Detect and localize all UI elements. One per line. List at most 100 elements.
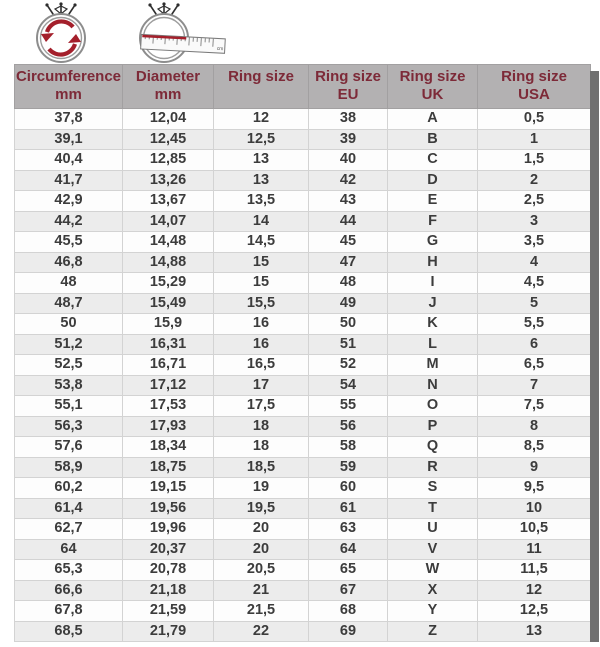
table-cell: D: [387, 169, 478, 191]
table-cell: 58,9: [14, 456, 123, 478]
table-cell: G: [387, 231, 478, 253]
table-cell: K: [387, 313, 478, 335]
ring-size-table-wrap: Circumference mm Diameter mm Ring size R…: [14, 64, 599, 642]
table-row: 50 15,9 16 50 K 5,5: [14, 313, 591, 335]
table-cell: 52: [308, 354, 388, 376]
header-ring-size: Ring size: [213, 64, 309, 109]
table-cell: 13: [213, 169, 309, 191]
table-cell: 20,78: [122, 559, 214, 581]
table-header-row: Circumference mm Diameter mm Ring size R…: [14, 64, 591, 109]
table-row: 56,3 17,93 18 56 P 8: [14, 415, 591, 437]
table-cell: 3: [477, 210, 591, 232]
table-row: 48,7 15,49 15,5 49 J 5: [14, 292, 591, 314]
table-cell: 52,5: [14, 354, 123, 376]
table-cell: 13,26: [122, 169, 214, 191]
table-cell: 5,5: [477, 313, 591, 335]
table-cell: 19,15: [122, 477, 214, 499]
table-cell: 15,29: [122, 272, 214, 294]
table-cell: 64: [14, 538, 123, 560]
table-cell: 54: [308, 374, 388, 396]
table-cell: C: [387, 149, 478, 171]
table-cell: 18,34: [122, 436, 214, 458]
table-cell: 12,85: [122, 149, 214, 171]
table-cell: 57,6: [14, 436, 123, 458]
table-cell: 9: [477, 456, 591, 478]
table-cell: 42,9: [14, 190, 123, 212]
table-cell: 40: [308, 149, 388, 171]
measurement-icons-row: cm: [0, 0, 600, 64]
table-cell: 66,6: [14, 579, 123, 601]
table-row: 60,2 19,15 19 60 S 9,5: [14, 477, 591, 499]
table-cell: 20,5: [213, 559, 309, 581]
table-cell: 60: [308, 477, 388, 499]
table-row: 37,8 12,04 12 38 A 0,5: [14, 108, 591, 130]
table-cell: 0,5: [477, 108, 591, 130]
table-cell: 64: [308, 538, 388, 560]
table-cell: 17: [213, 374, 309, 396]
table-cell: A: [387, 108, 478, 130]
table-cell: 14: [213, 210, 309, 232]
table-cell: 19: [213, 477, 309, 499]
table-cell: 21,79: [122, 620, 214, 642]
table-cell: 44,2: [14, 210, 123, 232]
table-cell: 50: [308, 313, 388, 335]
table-cell: U: [387, 518, 478, 540]
table-cell: 15,5: [213, 292, 309, 314]
table-cell: 14,07: [122, 210, 214, 232]
table-cell: 12,5: [213, 128, 309, 150]
table-cell: 38: [308, 108, 388, 130]
table-cell: O: [387, 395, 478, 417]
table-cell: Z: [387, 620, 478, 642]
table-cell: 67: [308, 579, 388, 601]
table-cell: 8,5: [477, 436, 591, 458]
table-cell: 43: [308, 190, 388, 212]
table-cell: 16,31: [122, 333, 214, 355]
table-cell: 56: [308, 415, 388, 437]
table-body: 37,8 12,04 12 38 A 0,5 39,1 12,45 12,5 39 B 1 40,4 12…: [14, 108, 591, 642]
table-cell: H: [387, 251, 478, 273]
table-cell: 11,5: [477, 559, 591, 581]
table-cell: I: [387, 272, 478, 294]
table-cell: 39: [308, 128, 388, 150]
table-cell: 18: [213, 415, 309, 437]
table-cell: 1,5: [477, 149, 591, 171]
table-cell: 61,4: [14, 497, 123, 519]
table-cell: 11: [477, 538, 591, 560]
table-row: 58,9 18,75 18,5 59 R 9: [14, 456, 591, 478]
table-cell: 16,5: [213, 354, 309, 376]
ruler-icon-part: cm: [140, 33, 226, 54]
table-cell: 19,56: [122, 497, 214, 519]
table-cell: 21,59: [122, 600, 214, 622]
table-cell: 3,5: [477, 231, 591, 253]
table-cell: 51: [308, 333, 388, 355]
header-ring-size-eu: Ring size EU: [308, 64, 388, 109]
table-cell: 14,88: [122, 251, 214, 273]
table-cell: 39,1: [14, 128, 123, 150]
table-cell: 44: [308, 210, 388, 232]
table-cell: 61: [308, 497, 388, 519]
table-cell: 65: [308, 559, 388, 581]
table-cell: 68: [308, 600, 388, 622]
diameter-measurement-icon: cm: [128, 2, 228, 69]
table-row: 44,2 14,07 14 44 F 3: [14, 210, 591, 232]
table-cell: 42: [308, 169, 388, 191]
table-cell: 69: [308, 620, 388, 642]
table-cell: 15,49: [122, 292, 214, 314]
ring-size-table: Circumference mm Diameter mm Ring size R…: [14, 64, 591, 642]
table-cell: 9,5: [477, 477, 591, 499]
table-cell: 59: [308, 456, 388, 478]
table-cell: 17,5: [213, 395, 309, 417]
table-row: 66,6 21,18 21 67 X 12: [14, 579, 591, 601]
table-cell: R: [387, 456, 478, 478]
table-cell: 6: [477, 333, 591, 355]
table-cell: 20: [213, 538, 309, 560]
table-cell: V: [387, 538, 478, 560]
table-cell: 46,8: [14, 251, 123, 273]
table-row: 61,4 19,56 19,5 61 T 10: [14, 497, 591, 519]
table-cell: 18: [213, 436, 309, 458]
table-cell: 13,5: [213, 190, 309, 212]
table-cell: 48,7: [14, 292, 123, 314]
table-cell: 19,96: [122, 518, 214, 540]
table-cell: 60,2: [14, 477, 123, 499]
